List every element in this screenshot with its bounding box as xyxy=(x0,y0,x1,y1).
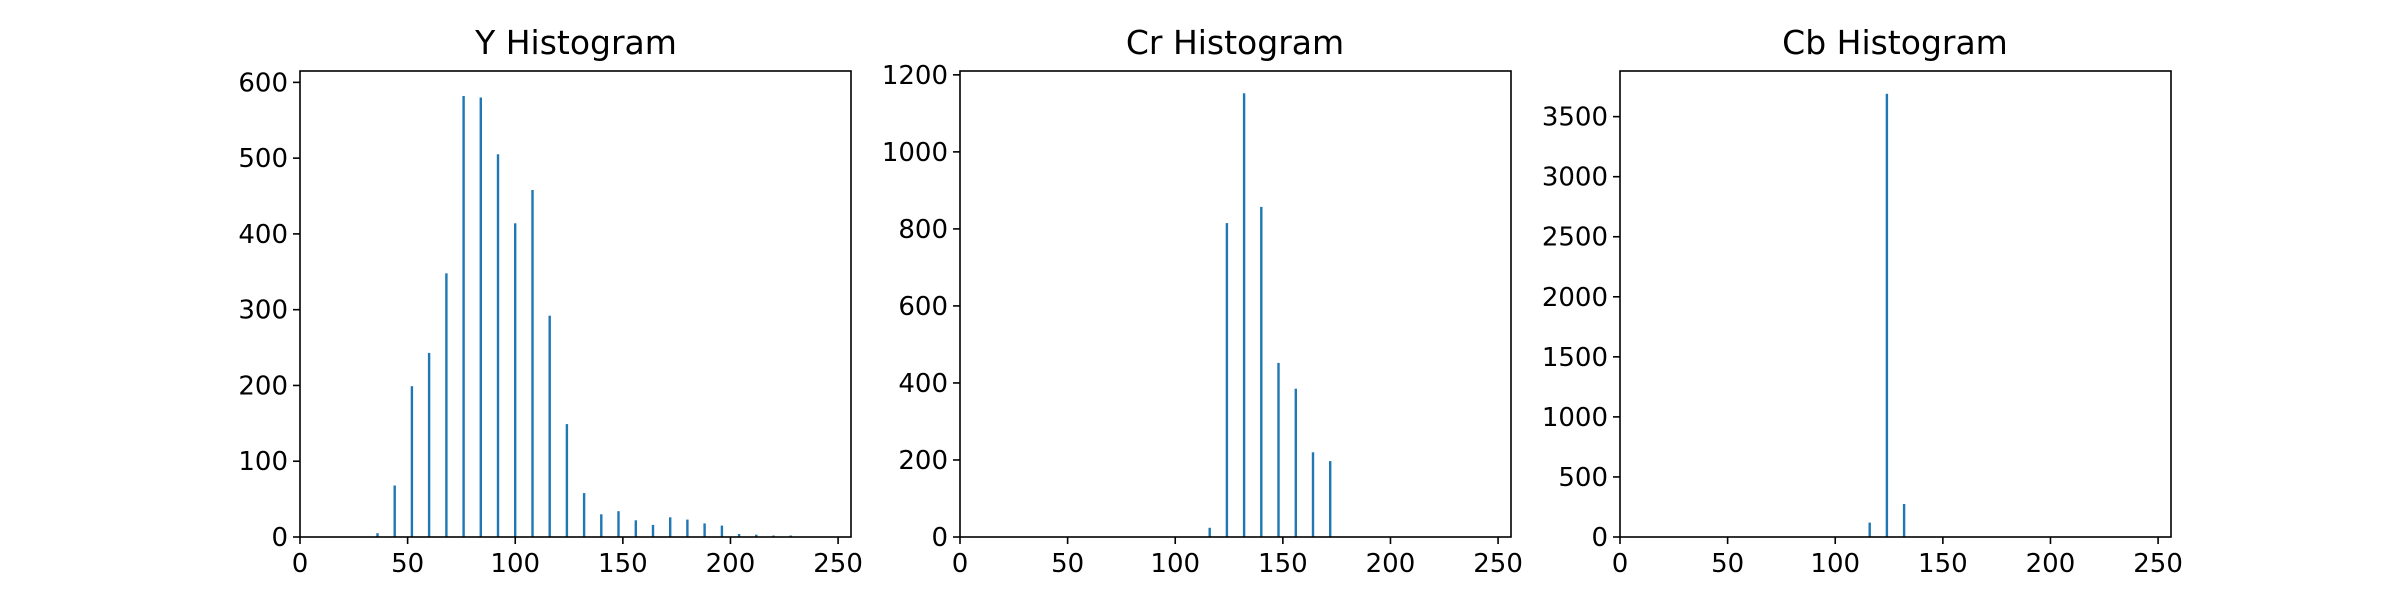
histogram-bar xyxy=(427,352,431,537)
subplot-cr-histogram: Cr Histogram 0 50 100 150 200 250 0 200 400 600 80… xyxy=(882,23,1523,579)
histogram-bar xyxy=(1868,522,1871,537)
y-tick-label: 200 xyxy=(898,446,948,476)
histogram-bar xyxy=(445,273,448,537)
histogram-bar xyxy=(1277,362,1280,537)
chart-title: Y Histogram xyxy=(474,23,677,62)
y-tick-label: 1000 xyxy=(1542,403,1608,433)
x-tick-label: 100 xyxy=(490,549,540,579)
histogram-bar xyxy=(393,485,396,537)
y-tick-label: 500 xyxy=(1558,463,1608,493)
histogram-bar xyxy=(1294,388,1297,537)
histogram-bar xyxy=(600,514,603,537)
x-tick-label: 150 xyxy=(1258,549,1308,579)
x-tick-label: 150 xyxy=(598,549,648,579)
x-tick-label: 100 xyxy=(1150,549,1200,579)
x-tick-label: 150 xyxy=(1918,549,1968,579)
histogram-bar xyxy=(462,96,465,537)
x-tick-label: 200 xyxy=(706,549,756,579)
x-tick-label: 0 xyxy=(292,549,309,579)
x-tick-label: 50 xyxy=(1711,549,1744,579)
x-tick-label: 0 xyxy=(952,549,969,579)
plot-frame xyxy=(299,70,852,538)
subplot-cb-histogram: Cb Histogram 0 50 100 150 200 250050010001500… xyxy=(1542,23,2183,579)
y-tick-label: 0 xyxy=(1591,523,1608,553)
x-tick-label: 0 xyxy=(1612,549,1629,579)
bars-group xyxy=(1208,93,1332,538)
y-tick-label: 600 xyxy=(238,68,288,98)
histogram-bar xyxy=(1225,223,1229,537)
plot-frame xyxy=(1619,70,2172,538)
y-tick-label: 800 xyxy=(898,215,948,245)
x-tick-label: 250 xyxy=(1473,549,1523,579)
histogram-bar xyxy=(1208,527,1211,537)
histogram-bar xyxy=(1885,93,1889,538)
histogram-bar xyxy=(703,523,706,537)
y-tick-label: 1200 xyxy=(882,61,948,91)
chart-title: Cb Histogram xyxy=(1782,23,2008,62)
histogram-bar xyxy=(582,493,586,537)
y-tick-label: 200 xyxy=(238,371,288,401)
subplot-y-histogram: Y Histogram 0 50 100 150 200 250 0 100 200 300 400… xyxy=(238,23,863,579)
histogram-bar xyxy=(686,519,689,537)
histogram-bar xyxy=(376,533,379,537)
histogram-bar xyxy=(479,97,482,537)
x-tick-label: 250 xyxy=(813,549,863,579)
y-tick-label: 600 xyxy=(898,292,948,322)
y-tick-label: 1000 xyxy=(882,138,948,168)
y-tick-label: 1500 xyxy=(1542,343,1608,373)
y-tick-label: 2000 xyxy=(1542,283,1608,313)
y-tick-label: 0 xyxy=(931,523,948,553)
histogram-bar xyxy=(755,534,758,537)
y-tick-label: 400 xyxy=(898,369,948,399)
y-tick-label: 300 xyxy=(238,296,288,326)
histogram-bar xyxy=(1329,461,1332,537)
histogram-bar xyxy=(496,154,500,538)
bars-group xyxy=(1868,93,1906,538)
x-tick-label: 200 xyxy=(2026,549,2076,579)
histogram-bar xyxy=(720,525,724,537)
plot-frame xyxy=(959,70,1512,538)
histogram-bar xyxy=(1311,452,1315,537)
histogram-bar xyxy=(1260,206,1263,537)
x-tick-label: 200 xyxy=(1366,549,1416,579)
chart-title: Cr Histogram xyxy=(1126,23,1344,62)
x-tick-label: 100 xyxy=(1810,549,1860,579)
histogram-bar xyxy=(669,517,672,537)
histogram-bar xyxy=(1902,504,1906,537)
y-tick-label: 0 xyxy=(271,523,288,553)
y-tick-label: 100 xyxy=(238,447,288,477)
histogram-bar xyxy=(651,524,655,537)
bars-group xyxy=(376,96,792,538)
histogram-bar xyxy=(548,315,551,537)
histogram-bar xyxy=(737,534,741,537)
y-tick-label: 3000 xyxy=(1542,163,1608,193)
histogram-bar xyxy=(565,424,569,537)
histogram-bar xyxy=(617,511,620,537)
y-tick-label: 2500 xyxy=(1542,223,1608,253)
histogram-bar xyxy=(634,520,637,537)
y-tick-label: 400 xyxy=(238,220,288,250)
x-tick-label: 50 xyxy=(1051,549,1084,579)
histogram-bar xyxy=(1242,93,1246,538)
ticks-group: 0 50 100 150 200 250 0 200 400 600 800 1000 1200 xyxy=(882,61,1523,579)
x-tick-label: 50 xyxy=(391,549,424,579)
ticks-group: 0 50 100 150 200 250 0 100 200 300 400 500 600 xyxy=(238,68,863,579)
ticks-group: 0 50 100 150 200 2500500100015002000250030003… xyxy=(1542,103,2183,579)
histogram-bar xyxy=(410,386,414,537)
histogram-bar xyxy=(531,190,534,537)
y-tick-label: 500 xyxy=(238,144,288,174)
y-tick-label: 3500 xyxy=(1542,103,1608,133)
x-tick-label: 250 xyxy=(2133,549,2183,579)
histogram-bar xyxy=(514,223,517,538)
